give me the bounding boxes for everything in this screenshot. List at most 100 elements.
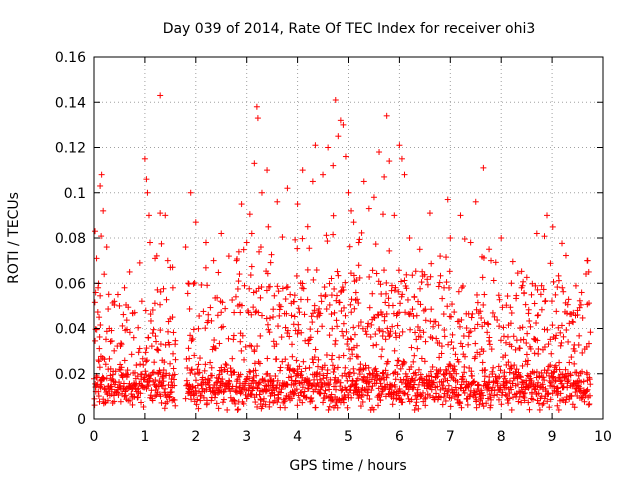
data-point xyxy=(316,305,323,312)
data-point xyxy=(194,366,201,373)
data-point xyxy=(388,287,395,294)
data-point xyxy=(107,372,114,379)
data-point xyxy=(344,404,351,411)
data-point xyxy=(169,314,176,321)
data-point xyxy=(152,255,159,262)
data-point xyxy=(240,400,247,407)
data-point xyxy=(152,333,159,340)
data-point xyxy=(246,342,253,349)
data-point xyxy=(170,350,177,357)
data-point xyxy=(250,304,257,311)
data-point xyxy=(332,386,339,393)
data-point xyxy=(142,307,149,314)
data-point xyxy=(299,235,306,242)
data-point xyxy=(564,301,571,308)
data-point xyxy=(224,406,231,413)
data-point xyxy=(461,389,468,396)
data-point xyxy=(333,292,340,299)
data-point xyxy=(585,340,592,347)
data-point xyxy=(451,363,458,370)
data-point xyxy=(562,366,569,373)
data-point xyxy=(301,388,308,395)
y-tick-label: 0.04 xyxy=(55,322,86,338)
data-point xyxy=(332,337,339,344)
data-point xyxy=(380,328,387,335)
data-point xyxy=(417,393,424,400)
data-point xyxy=(206,377,213,384)
data-point xyxy=(363,331,370,338)
data-point xyxy=(270,313,277,320)
data-point xyxy=(118,341,125,348)
data-point xyxy=(205,381,212,388)
data-point xyxy=(407,326,414,333)
data-point xyxy=(207,304,214,311)
data-point xyxy=(231,397,238,404)
data-point xyxy=(92,228,99,235)
data-point xyxy=(163,296,170,303)
data-point xyxy=(467,328,474,335)
data-point xyxy=(395,267,402,274)
data-point xyxy=(207,359,214,366)
data-point xyxy=(424,281,431,288)
data-point xyxy=(459,343,466,350)
data-point xyxy=(238,347,245,354)
data-point xyxy=(375,385,382,392)
data-point xyxy=(286,333,293,340)
data-point xyxy=(538,306,545,313)
data-point xyxy=(373,372,380,379)
y-tick-label: 0.14 xyxy=(55,95,86,111)
data-point xyxy=(117,340,124,347)
data-point xyxy=(352,297,359,304)
data-point xyxy=(230,332,237,339)
data-point xyxy=(241,356,248,363)
data-point xyxy=(411,406,418,413)
data-point xyxy=(303,394,310,401)
data-point xyxy=(389,302,396,309)
data-point xyxy=(434,383,441,390)
data-point xyxy=(274,283,281,290)
data-point xyxy=(190,326,197,333)
data-point xyxy=(335,133,342,140)
data-point xyxy=(145,212,152,219)
data-point xyxy=(93,326,100,333)
data-point xyxy=(247,272,254,279)
data-point xyxy=(399,291,406,298)
data-point xyxy=(516,393,523,400)
data-point xyxy=(315,363,322,370)
data-point xyxy=(509,258,516,265)
data-point xyxy=(214,312,221,319)
data-point xyxy=(326,381,333,388)
data-point xyxy=(229,355,236,362)
data-point xyxy=(262,388,269,395)
data-point xyxy=(209,372,216,379)
data-point xyxy=(469,379,476,386)
data-point xyxy=(312,404,319,411)
data-point xyxy=(354,375,361,382)
data-point xyxy=(284,327,291,334)
data-point xyxy=(340,352,347,359)
data-point xyxy=(140,403,147,410)
data-point xyxy=(125,304,132,311)
data-point xyxy=(184,290,191,297)
data-point xyxy=(427,273,434,280)
data-point xyxy=(535,379,542,386)
data-point xyxy=(554,402,561,409)
data-point xyxy=(394,371,401,378)
data-point xyxy=(237,371,244,378)
data-point xyxy=(574,307,581,314)
data-point xyxy=(445,382,452,389)
data-point xyxy=(117,366,124,373)
data-point xyxy=(323,351,330,358)
data-point xyxy=(243,376,250,383)
data-point xyxy=(396,142,403,149)
data-point xyxy=(444,377,451,384)
data-point xyxy=(407,310,414,317)
data-point xyxy=(547,396,554,403)
data-point xyxy=(477,308,484,315)
data-point xyxy=(552,378,559,385)
data-point xyxy=(318,292,325,299)
data-point xyxy=(490,364,497,371)
data-point xyxy=(140,361,147,368)
data-point xyxy=(489,384,496,391)
data-point xyxy=(111,398,118,405)
